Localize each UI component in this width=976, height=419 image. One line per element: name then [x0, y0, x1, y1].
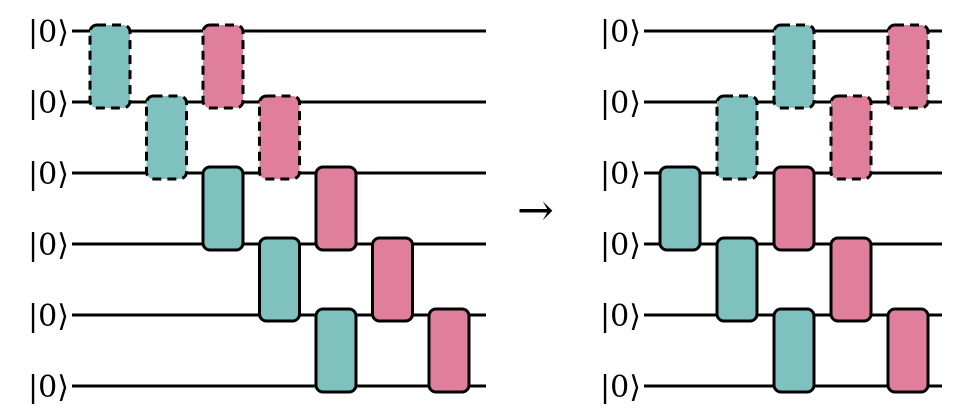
dashed-pink-gate	[258, 94, 301, 181]
ket-label: |0⟩	[600, 15, 641, 50]
dashed-teal-gate	[715, 94, 759, 181]
ket-label: |0⟩	[28, 157, 69, 192]
ket-label: |0⟩	[600, 228, 641, 263]
pink-gate	[427, 307, 471, 394]
ket-label: |0⟩	[600, 370, 641, 405]
teal-gate	[772, 307, 816, 394]
ket-label: |0⟩	[600, 86, 641, 121]
transform-arrow: →	[517, 185, 554, 236]
ket-label: |0⟩	[28, 299, 69, 334]
dashed-pink-gate	[886, 23, 930, 110]
teal-gate	[201, 165, 245, 252]
circuit-before: |0⟩ |0⟩ |0⟩ |0⟩ |0⟩ |0⟩	[28, 15, 486, 405]
ket-label: |0⟩	[600, 157, 641, 192]
pink-gate	[829, 236, 873, 323]
ket-label: |0⟩	[600, 299, 641, 334]
teal-gate	[258, 236, 301, 323]
pink-gate	[886, 307, 930, 394]
ket-label: |0⟩	[28, 228, 69, 263]
ket-label: |0⟩	[28, 86, 69, 121]
circuit-after: |0⟩ |0⟩ |0⟩ |0⟩ |0⟩ |0⟩	[600, 15, 942, 405]
teal-gate	[658, 165, 702, 252]
dashed-teal-gate	[88, 23, 132, 110]
pink-gate	[371, 236, 414, 323]
pink-gate	[772, 165, 816, 252]
ket-label: |0⟩	[28, 370, 69, 405]
dashed-pink-gate	[201, 23, 245, 110]
dashed-teal-gate	[145, 94, 188, 181]
dashed-teal-gate	[772, 23, 816, 110]
teal-gate	[715, 236, 759, 323]
pink-gate	[314, 165, 358, 252]
dashed-pink-gate	[829, 94, 873, 181]
ket-label: |0⟩	[28, 15, 69, 50]
teal-gate	[314, 307, 358, 394]
